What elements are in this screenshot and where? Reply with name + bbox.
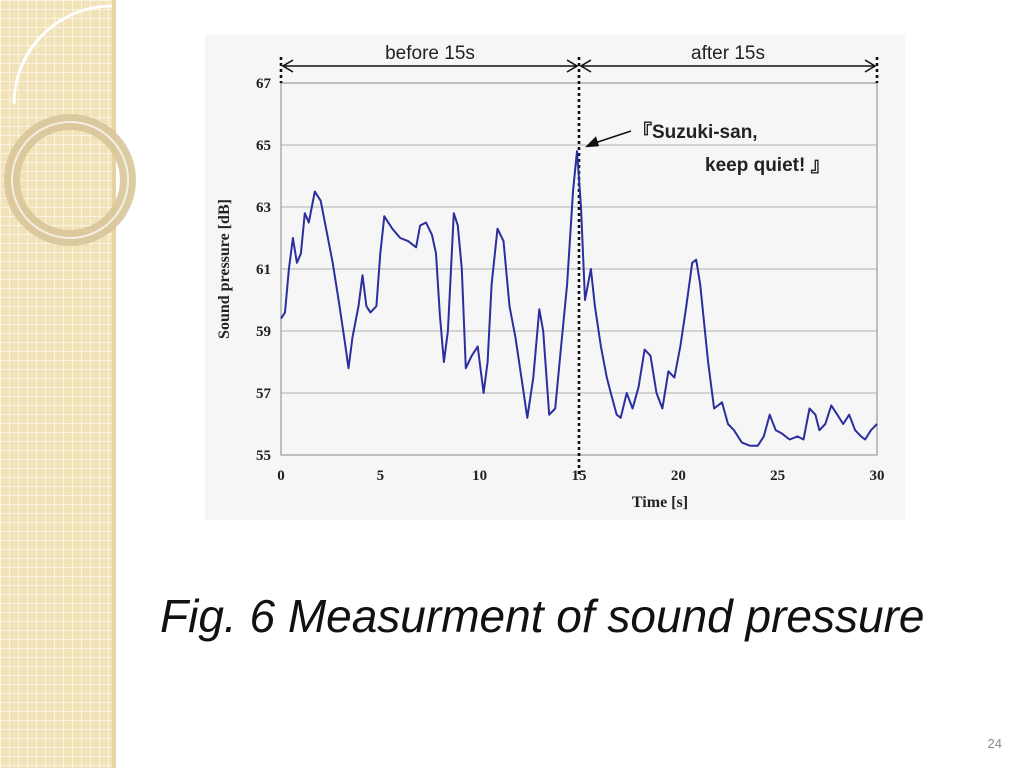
period-arrows — [281, 59, 877, 73]
x-tick-label: 10 — [472, 468, 487, 484]
x-tick-label: 15 — [572, 468, 587, 484]
x-tick-label: 30 — [870, 468, 885, 484]
y-tick-label: 67 — [256, 76, 272, 92]
x-tick-label: 0 — [277, 468, 285, 484]
y-tick-label: 61 — [256, 262, 271, 278]
slide-number: 24 — [987, 736, 1002, 751]
before-arrow-head-right — [566, 59, 579, 73]
after-period-label: after 15s — [691, 43, 765, 64]
x-axis-title: Time [s] — [632, 494, 688, 511]
annotation-arrowhead — [585, 136, 600, 148]
sound-pressure-series-line — [280, 150, 878, 447]
y-tick-label: 55 — [256, 448, 271, 464]
before-arrow-head-left — [281, 59, 294, 73]
y-tick-label: 63 — [256, 200, 271, 216]
after-arrow-head-right — [864, 59, 877, 73]
x-tick-label: 5 — [377, 468, 385, 484]
x-tick-label: 25 — [770, 468, 785, 484]
x-tick-labels: 0 5 10 15 20 25 30 — [277, 468, 884, 484]
y-tick-label: 65 — [256, 138, 271, 154]
figure-caption: Fig. 6 Measurment of sound pressure — [160, 590, 925, 642]
decorative-rings — [4, 4, 136, 246]
y-tick-label: 57 — [256, 386, 272, 402]
x-tick-label: 20 — [671, 468, 686, 484]
sound-pressure-chart: 55 57 59 61 63 65 67 0 5 10 15 20 25 30 Time [s] Sou… — [205, 35, 905, 520]
annotation-quote-line1: 『Suzuki-san, — [633, 121, 758, 143]
y-tick-labels: 55 57 59 61 63 65 67 — [256, 76, 272, 464]
annotation-quote-line2: keep quiet! 』 — [705, 155, 830, 176]
before-period-label: before 15s — [385, 43, 475, 64]
y-axis-title: Sound pressure [dB] — [216, 199, 233, 339]
chart-background — [205, 35, 905, 520]
side-panel-border — [112, 0, 116, 768]
y-tick-label: 59 — [256, 324, 271, 340]
after-arrow-head-left — [579, 59, 592, 73]
